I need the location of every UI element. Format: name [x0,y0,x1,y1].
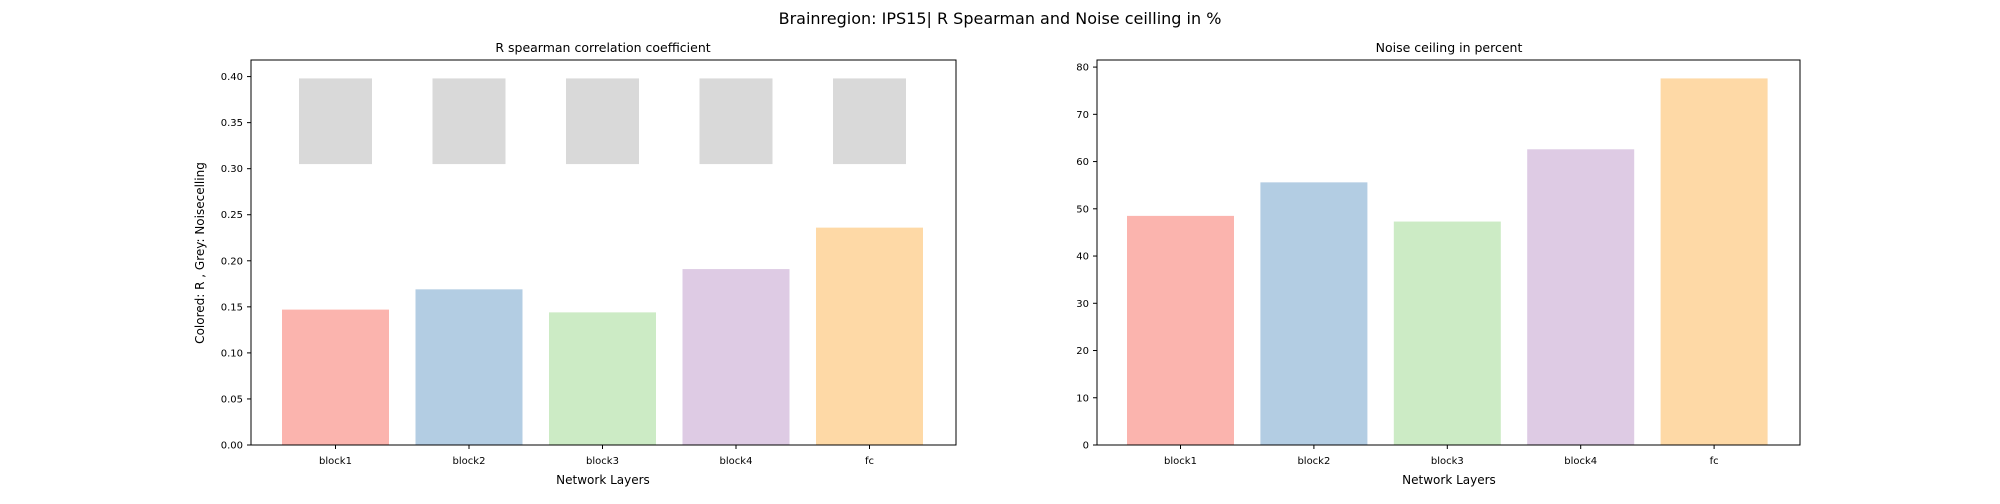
bar-block3 [549,312,656,445]
x-axis-label: Network Layers [1402,473,1496,487]
bar-fc [816,227,923,445]
bar-block4 [1527,149,1635,445]
y-tick-label: 0.30 [221,164,243,175]
y-tick-label: 0.00 [221,441,243,452]
x-tick-label: block3 [1431,456,1464,467]
x-tick-label: block4 [1564,456,1597,467]
x-tick-label: block4 [720,456,753,467]
bar-block1 [1127,215,1234,445]
x-tick-label: fc [865,456,874,467]
plot-frame [250,59,957,446]
y-tick-label: 30 [1076,299,1089,310]
x-tick-label: block1 [1164,456,1197,467]
chart-title: Noise ceiling in percent [1376,40,1523,55]
bar-fc [1660,78,1768,445]
y-tick-label: 0 [1083,441,1089,452]
y-tick-label: 0.40 [221,72,243,83]
y-tick-label: 50 [1076,204,1089,215]
bar-block2 [1260,182,1368,446]
x-tick-label: block3 [586,456,619,467]
noise-ceiling-block3 [566,78,639,165]
y-tick-label: 0.25 [221,210,243,221]
x-tick-label: fc [1710,456,1719,467]
x-tick-label: block1 [319,456,352,467]
y-tick-label: 0.05 [221,394,243,405]
x-tick-label: block2 [1297,456,1330,467]
figure-title: Brainregion: IPS15| R Spearman and Noise… [779,9,1222,28]
x-axis-label: Network Layers [556,473,650,487]
chart-r-spearman: R spearman correlation coefficient Netwo… [193,40,957,487]
y-tick-label: 70 [1076,110,1089,121]
y-tick-label: 80 [1076,63,1089,74]
y-tick-label: 0.10 [221,348,243,359]
noise-ceiling-fc [833,78,906,165]
y-tick-label: 0.20 [221,256,243,267]
y-tick-label: 10 [1076,393,1089,404]
bar-block3 [1393,221,1501,445]
y-tick-label: 40 [1076,252,1089,263]
x-tick-label: block2 [453,456,486,467]
noise-ceiling-block4 [699,78,773,165]
y-tick-label: 20 [1076,346,1089,357]
chart-title: R spearman correlation coefficient [495,40,710,55]
bar-block4 [682,269,790,445]
noise-ceiling-block1 [299,78,372,165]
bar-block2 [415,289,523,445]
chart-noise-ceiling: Noise ceiling in percent Network Layers … [1076,40,1801,487]
noise-ceiling-block2 [432,78,506,165]
plot-frame [1096,59,1801,446]
bar-block1 [282,309,389,445]
y-tick-label: 60 [1076,157,1089,168]
y-tick-label: 0.35 [221,118,243,129]
y-tick-label: 0.15 [221,302,243,313]
y-axis-label: Colored: R , Grey: Noisecelling [193,162,207,344]
